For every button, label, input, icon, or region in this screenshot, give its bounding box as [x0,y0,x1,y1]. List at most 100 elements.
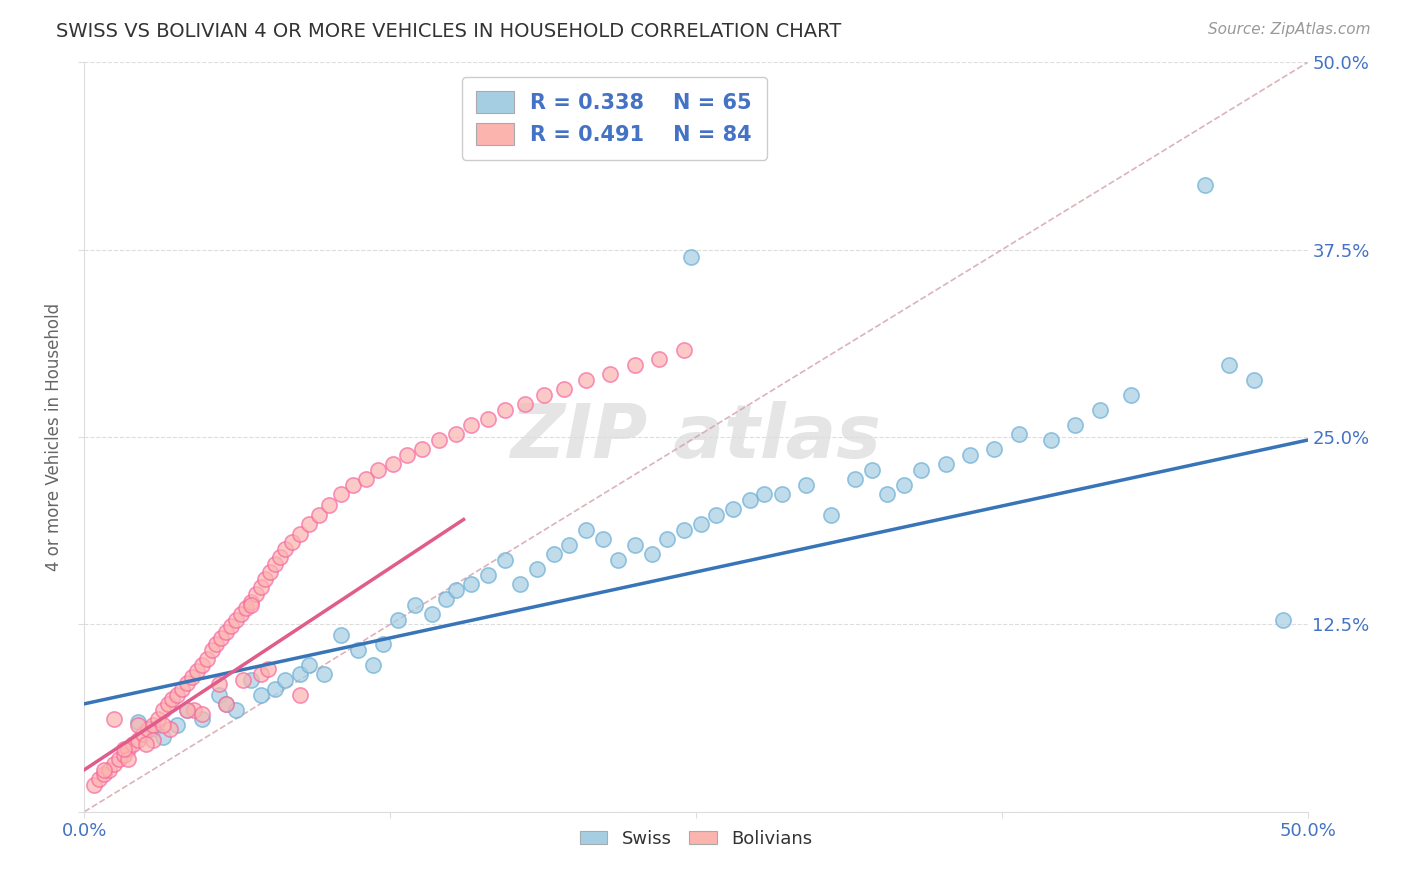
Point [269,549,291,564]
Point [103,756,125,771]
Point [794,478,817,492]
Point [142,718,165,732]
Point [330,487,353,501]
Point [166,688,188,702]
Point [387,613,409,627]
Point [159,723,181,737]
Point [959,448,981,462]
Point [166,718,188,732]
Point [288,688,311,702]
Point [136,723,159,737]
Point [876,487,898,501]
Point [298,657,321,672]
Point [254,573,277,587]
Point [844,472,866,486]
Point [820,508,842,522]
Point [195,652,218,666]
Point [257,662,280,676]
Point [200,643,222,657]
Point [606,553,628,567]
Point [152,730,174,744]
Point [624,538,647,552]
Point [533,388,555,402]
Point [553,382,575,396]
Point [225,703,247,717]
Point [209,631,232,645]
Text: Source: ZipAtlas.com: Source: ZipAtlas.com [1208,22,1371,37]
Point [754,487,776,501]
Point [1039,433,1062,447]
Point [274,542,297,557]
Point [404,598,426,612]
Point [436,591,458,606]
Point [330,628,353,642]
Point [371,637,394,651]
Point [87,772,110,786]
Point [176,676,198,690]
Point [288,527,311,541]
Point [117,752,139,766]
Point [342,478,364,492]
Point [127,714,149,729]
Point [641,547,664,561]
Point [983,442,1005,456]
Point [215,697,238,711]
Point [721,502,744,516]
Point [288,666,311,681]
Point [494,553,516,567]
Point [558,538,581,552]
Point [444,427,467,442]
Point [361,657,384,672]
Point [156,697,179,711]
Point [274,673,297,687]
Point [112,741,135,756]
Point [205,637,228,651]
Point [107,752,129,766]
Point [494,403,516,417]
Point [191,712,214,726]
Point [477,568,499,582]
Point [249,688,271,702]
Point [314,666,336,681]
Point [648,352,671,367]
Point [770,487,793,501]
Point [127,732,149,747]
Point [245,587,267,601]
Point [893,478,915,492]
Point [460,418,482,433]
Point [191,707,214,722]
Point [396,448,419,462]
Point [127,718,149,732]
Point [219,619,242,633]
Point [704,508,727,522]
Point [225,613,247,627]
Point [347,643,370,657]
Point [264,681,287,696]
Point [281,535,304,549]
Point [477,412,499,426]
Point [420,607,443,621]
Point [239,673,262,687]
Point [208,688,231,702]
Point [381,457,404,471]
Point [239,595,262,609]
Point [259,565,281,579]
Legend: Swiss, Bolivians: Swiss, Bolivians [572,822,820,855]
Point [543,547,565,561]
Point [672,343,695,358]
Point [152,703,174,717]
Point [208,677,231,691]
Point [934,457,956,471]
Point [112,747,135,762]
Point [162,692,184,706]
Point [318,498,340,512]
Point [183,703,205,717]
Text: SWISS VS BOLIVIAN 4 OR MORE VEHICLES IN HOUSEHOLD CORRELATION CHART: SWISS VS BOLIVIAN 4 OR MORE VEHICLES IN … [56,22,841,41]
Point [142,732,165,747]
Point [910,463,932,477]
Point [599,367,621,381]
Point [176,703,198,717]
Point [1272,613,1295,627]
Point [135,737,157,751]
Point [513,397,536,411]
